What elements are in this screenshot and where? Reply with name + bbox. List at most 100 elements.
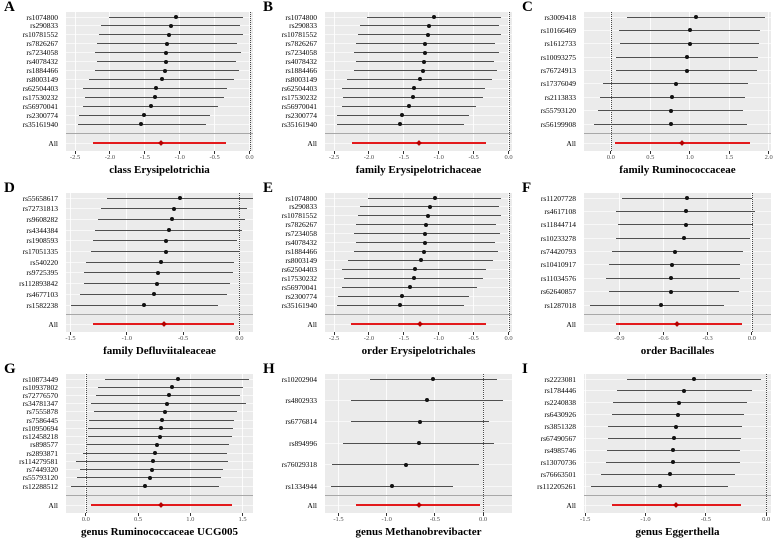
x-axis-tick — [337, 513, 339, 516]
point-estimate — [671, 448, 676, 453]
snp-label: rs4677103 — [26, 289, 58, 299]
snp-label: rs10873449 — [22, 374, 58, 384]
point-estimate — [683, 209, 688, 214]
x-axis-tick — [649, 151, 651, 154]
x-axis-tick — [144, 151, 146, 154]
v-gridline — [649, 12, 651, 151]
point-estimate — [400, 294, 405, 299]
panel-letter: A — [4, 0, 15, 15]
point-estimate — [413, 267, 417, 272]
x-axis-tick — [610, 151, 612, 154]
point-estimate — [417, 77, 422, 82]
x-axis-tick-label: -2.5 — [69, 154, 81, 161]
snp-label: rs7234058 — [285, 48, 317, 58]
x-axis-tick-label: -0.9 — [614, 335, 625, 342]
zero-reference-line — [610, 12, 612, 151]
point-estimate — [422, 249, 427, 254]
point-estimate — [168, 23, 173, 28]
snp-label: rs10950694 — [22, 423, 58, 433]
point-estimate — [389, 484, 394, 488]
snp-label: rs112205261 — [537, 481, 576, 491]
v-gridline — [109, 12, 111, 151]
ci-line — [353, 70, 498, 71]
snp-label: rs55658617 — [22, 193, 58, 203]
snp-label: rs7826267 — [285, 220, 317, 230]
point-estimate — [167, 32, 172, 37]
point-estimate — [141, 303, 146, 307]
v-gridline — [368, 193, 370, 332]
x-axis-tick-label: -0.5 — [700, 516, 711, 523]
point-estimate — [677, 400, 682, 405]
panel-title: class Erysipelotrichia — [109, 164, 210, 176]
summary-separator — [584, 495, 771, 496]
snp-label: rs3851328 — [544, 422, 576, 432]
snp-label: rs12288512 — [22, 481, 58, 491]
x-axis-tick — [584, 513, 586, 516]
plot-area — [584, 374, 771, 513]
zero-reference-line — [85, 374, 87, 513]
snp-label: rs1884466 — [285, 66, 317, 75]
point-estimate — [143, 484, 148, 488]
panel-letter: D — [4, 181, 15, 196]
x-axis-tick — [768, 151, 770, 154]
snp-label: rs17530232 — [281, 92, 317, 102]
snp-label: rs7826267 — [285, 39, 317, 49]
plot-area — [325, 193, 512, 332]
point-estimate — [424, 222, 429, 227]
x-axis-tick — [618, 332, 620, 335]
snp-label: rs10093275 — [540, 52, 576, 62]
x-axis-tick-label: -1.0 — [433, 154, 444, 161]
snp-label: rs72776570 — [22, 390, 58, 400]
point-estimate — [164, 50, 169, 55]
point-estimate — [671, 460, 676, 465]
panel-title: genus Eggerthella — [635, 526, 720, 538]
v-gridline — [705, 374, 707, 513]
snp-label: rs898577 — [30, 440, 58, 450]
summary-separator — [325, 495, 512, 496]
snp-label: rs55793120 — [22, 473, 58, 483]
point-estimate — [425, 32, 430, 37]
panel-title: order Erysipelotrichales — [361, 345, 476, 357]
x-axis-tick — [689, 151, 691, 154]
x-axis-tick — [249, 151, 250, 154]
snp-label: rs1074800 — [285, 193, 317, 203]
point-estimate — [673, 81, 678, 86]
x-axis-tick-label: 0.5 — [134, 516, 143, 523]
x-axis-tick-label: -2.5 — [328, 154, 340, 161]
snp-label: rs72731813 — [22, 204, 58, 214]
point-estimate — [412, 86, 417, 91]
x-axis-tick-label: 1.5 — [238, 516, 247, 523]
point-estimate — [172, 206, 177, 211]
snp-label: rs2113833 — [544, 92, 576, 102]
x-axis-tick-label: 0.5 — [646, 154, 655, 161]
snp-label: rs10233278 — [540, 233, 576, 243]
v-gridline — [438, 193, 440, 332]
x-axis-tick — [473, 151, 475, 154]
summary-separator — [584, 314, 771, 315]
x-axis-tick — [242, 513, 244, 516]
point-estimate — [156, 270, 161, 275]
snp-label: rs2240838 — [544, 398, 576, 408]
snp-label: rs7234058 — [26, 48, 58, 58]
snp-label: rs4078432 — [26, 57, 58, 67]
all-point-estimate — [678, 140, 685, 146]
all-point-estimate — [672, 502, 679, 508]
point-estimate — [432, 196, 437, 200]
snp-label: rs8003149 — [285, 255, 317, 265]
x-axis-tick-label: 1.0 — [186, 516, 195, 523]
panel-title: family Defluviitaleaceae — [103, 345, 216, 357]
snp-label: rs10781552 — [281, 30, 317, 40]
v-gridline — [618, 193, 620, 332]
point-estimate — [694, 15, 699, 19]
point-estimate — [687, 41, 692, 46]
v-gridline — [368, 12, 370, 151]
v-gridline — [438, 12, 440, 151]
x-axis-tick — [333, 151, 335, 154]
point-estimate — [408, 285, 413, 290]
x-axis-tick — [85, 513, 87, 516]
zero-reference-line — [508, 12, 510, 151]
x-axis-tick — [473, 332, 475, 335]
ci-line — [589, 304, 724, 306]
